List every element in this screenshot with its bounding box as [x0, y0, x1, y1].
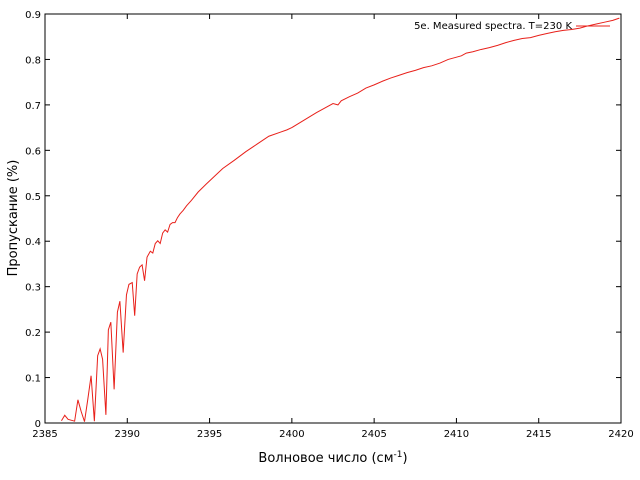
y-tick-label: 0.4: [25, 237, 41, 248]
x-tick-label: 2390: [115, 429, 140, 440]
y-tick-label: 0.3: [25, 283, 41, 294]
y-axis-ticks: 0 0.1 0.2 0.3 0.4 0.5 0.6 0.7 0.8 0.9: [25, 10, 621, 430]
x-tick-label: 2410: [444, 429, 469, 440]
y-tick-label: 0.6: [25, 146, 41, 157]
y-tick-label: 0.5: [25, 192, 41, 203]
y-tick-label: 0.9: [25, 10, 41, 21]
y-tick-label: 0.1: [25, 374, 41, 385]
y-axis-label: Пропускание (%): [6, 160, 21, 277]
y-tick-label: 0.7: [25, 101, 41, 112]
legend-label: 5e. Measured spectra. T=230 K: [414, 21, 572, 32]
x-tick-label: 2415: [526, 429, 551, 440]
x-tick-label: 2405: [361, 429, 386, 440]
x-axis-ticks: 2385 2390 2395 2400 2405 2410 2415 2420: [32, 14, 634, 440]
y-tick-label: 0: [35, 419, 41, 430]
x-tick-label: 2400: [279, 429, 304, 440]
legend: 5e. Measured spectra. T=230 K: [414, 21, 610, 32]
y-tick-label: 0.8: [25, 55, 41, 66]
x-tick-label: 2420: [608, 429, 633, 440]
x-tick-label: 2395: [197, 429, 222, 440]
x-tick-label: 2385: [32, 429, 57, 440]
y-tick-label: 0.2: [25, 328, 41, 339]
plot-frame: [44, 13, 622, 424]
series-line: [61, 17, 620, 422]
x-axis-label: Волновое число (см-1): [258, 450, 407, 466]
